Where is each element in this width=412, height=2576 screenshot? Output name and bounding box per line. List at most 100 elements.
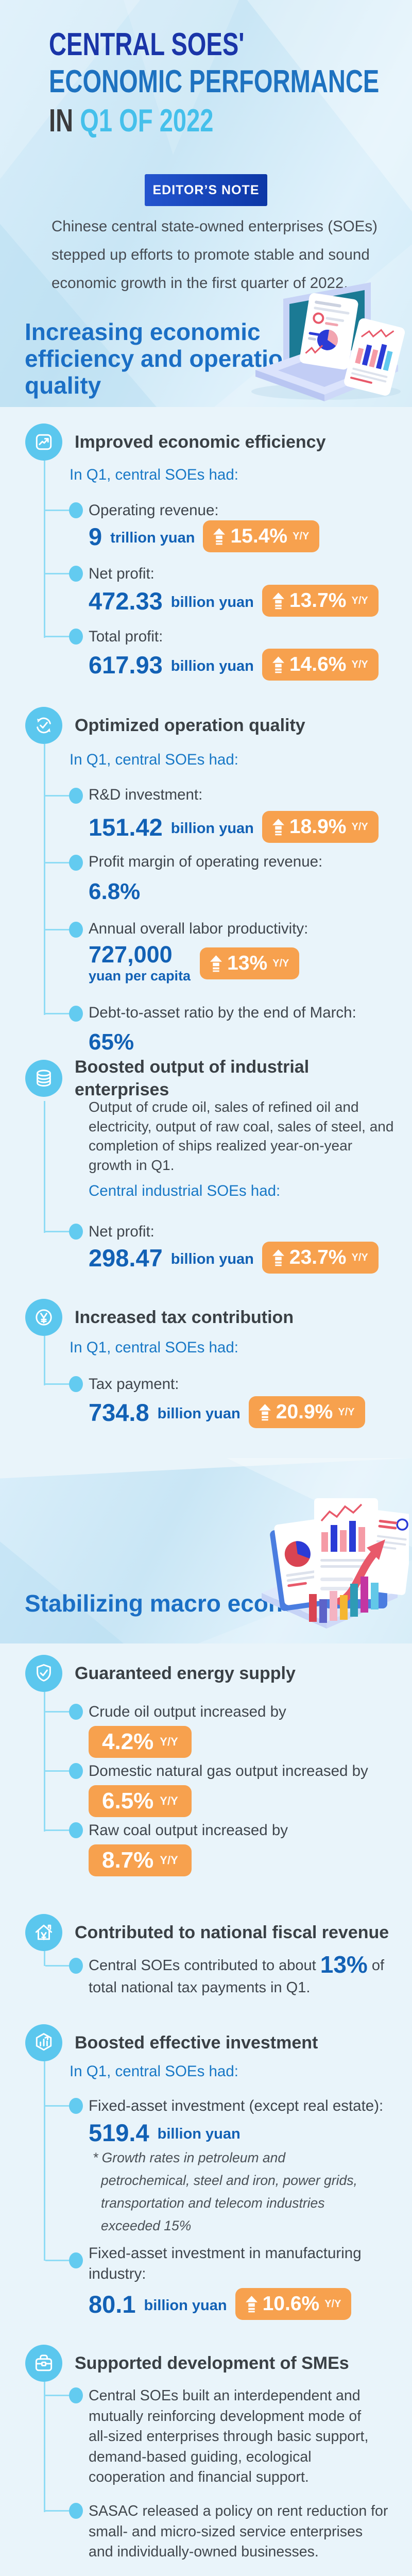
fiscal-revenue-text: Central SOEs contributed to about 13% of… bbox=[89, 1953, 392, 1999]
section-energy-supply-header: Guaranteed energy supply bbox=[25, 1655, 296, 1692]
growth-period: Y/Y bbox=[293, 530, 310, 542]
text-prefix: Central SOEs contributed to about bbox=[89, 1957, 320, 1974]
growth-badge: 18.9% Y/Y bbox=[262, 811, 379, 843]
bullet-dot bbox=[69, 1006, 83, 1022]
item-label: Fixed-asset investment in manufacturing … bbox=[89, 2245, 362, 2282]
item-unit: billion yuan bbox=[170, 594, 254, 611]
bullet-dot bbox=[69, 629, 83, 645]
sme-support-text: SASAC released a policy on rent reductio… bbox=[89, 2503, 388, 2560]
trend-chart-icon bbox=[25, 423, 62, 461]
growth-period: Y/Y bbox=[351, 595, 368, 606]
growth-period: Y/Y bbox=[338, 1406, 355, 1418]
connector-stub bbox=[45, 2105, 69, 2107]
item-label: Net profit: bbox=[89, 1223, 154, 1240]
connector-stub bbox=[45, 2260, 69, 2261]
section-title: Increased tax contribution bbox=[75, 1308, 294, 1327]
up-arrow-icon bbox=[272, 656, 284, 673]
item-unit: trillion yuan bbox=[110, 530, 195, 546]
text-highlight: 13% bbox=[320, 1951, 368, 1978]
growth-percent: 6.5% bbox=[102, 1788, 154, 1814]
growth-percent: 20.9% bbox=[276, 1401, 333, 1423]
editors-note-badge: EDITOR’S NOTE bbox=[145, 174, 267, 206]
growth-badge: 8.7% Y/Y bbox=[89, 1844, 192, 1876]
connector-stub bbox=[45, 573, 69, 574]
section-effective-investment-header: Boosted effective investment bbox=[25, 2024, 318, 2061]
up-arrow-icon bbox=[259, 1403, 271, 1420]
macro-economy-illustration bbox=[262, 1498, 409, 1629]
up-arrow-icon bbox=[245, 2295, 258, 2312]
item-value-row: 734.8 billion yuan 20.9% Y/Y bbox=[89, 1396, 365, 1428]
item-value: 734.8 bbox=[89, 1398, 149, 1426]
bullet-dot bbox=[69, 788, 83, 804]
connector-stub bbox=[45, 1383, 69, 1385]
item-value: 9 bbox=[89, 522, 102, 550]
item-value-row: 9 trillion yuan 15.4% Y/Y bbox=[89, 520, 320, 552]
item-label: Operating revenue: bbox=[89, 502, 219, 519]
sync-check-icon bbox=[25, 707, 62, 744]
item-value-row: 80.1 billion yuan 10.6% Y/Y bbox=[89, 2288, 352, 2320]
section-intro: In Q1, central SOEs had: bbox=[70, 466, 238, 483]
item-unit: yuan per capita bbox=[89, 968, 191, 984]
item-value: 519.4 bbox=[89, 2119, 149, 2146]
item-value: 151.42 bbox=[89, 813, 163, 841]
item-label: Net profit: bbox=[89, 565, 154, 582]
item-value-block: 727,000 yuan per capita bbox=[89, 943, 191, 984]
section-sme-support-header: Supported development of SMEs bbox=[25, 2345, 349, 2382]
item-unit: billion yuan bbox=[157, 1405, 241, 1422]
growth-percent: 23.7% bbox=[289, 1246, 347, 1268]
item-value: 65% bbox=[89, 1029, 134, 1055]
section-title: Contributed to national fiscal revenue bbox=[75, 1923, 389, 1942]
main-title-line2: ECONOMIC PERFORMANCE bbox=[49, 64, 380, 99]
section-industrial-output-header: Boosted output of industrial enterprises bbox=[25, 1056, 309, 1101]
item-label: Profit margin of operating revenue: bbox=[89, 853, 323, 870]
shield-check-icon bbox=[25, 1655, 62, 1692]
growth-badge: 6.5% Y/Y bbox=[89, 1785, 192, 1817]
growth-badge: 4.2% Y/Y bbox=[89, 1726, 192, 1758]
connector-stub bbox=[45, 929, 69, 930]
section-title: Supported development of SMEs bbox=[75, 2353, 349, 2373]
section-intro: Central industrial SOEs had: bbox=[89, 1182, 281, 1199]
connector-stub bbox=[45, 510, 69, 511]
connector-stub bbox=[45, 795, 69, 796]
bullet-dot bbox=[69, 2503, 83, 2519]
item-label: R&D investment: bbox=[89, 786, 203, 803]
connector-line bbox=[44, 1101, 45, 1233]
growth-period: Y/Y bbox=[351, 821, 368, 833]
connector-stub bbox=[45, 2510, 69, 2512]
connector-line bbox=[44, 1692, 45, 1832]
item-value: 472.33 bbox=[89, 587, 163, 615]
up-arrow-icon bbox=[272, 1249, 284, 1266]
part1-heading: Increasing economic efficiency and opera… bbox=[25, 318, 298, 399]
item-value: 617.93 bbox=[89, 651, 163, 679]
connector-line bbox=[44, 461, 45, 638]
item-value-row: 472.33 billion yuan 13.7% Y/Y bbox=[89, 585, 379, 617]
item-unit: billion yuan bbox=[170, 820, 254, 837]
section-title: Boosted output of industrial enterprises bbox=[75, 1057, 310, 1099]
growth-percent: 18.9% bbox=[289, 816, 347, 838]
growth-badge: 23.7% Y/Y bbox=[262, 1242, 379, 1274]
item-value-row: 617.93 billion yuan 14.6% Y/Y bbox=[89, 649, 379, 681]
text-suffix: of total national tax payments in Q1. bbox=[89, 1957, 385, 1996]
growth-percent: 14.6% bbox=[289, 653, 347, 675]
section-title: Improved economic efficiency bbox=[75, 432, 326, 452]
section-paragraph: Output of crude oil, sales of refined oi… bbox=[89, 1099, 394, 1173]
growth-percent: 13% bbox=[227, 952, 268, 974]
bullet-dot bbox=[69, 566, 83, 582]
connector-stub bbox=[45, 1231, 69, 1232]
connector-line bbox=[44, 1951, 45, 1966]
yen-circle-icon bbox=[25, 1299, 62, 1336]
connector-stub bbox=[45, 862, 69, 863]
growth-badge: 15.4% Y/Y bbox=[203, 520, 320, 552]
database-icon bbox=[25, 1060, 62, 1097]
bullet-dot bbox=[69, 922, 83, 938]
up-arrow-icon bbox=[210, 955, 222, 972]
item-label: Raw coal output increased by bbox=[89, 1822, 288, 1839]
growth-badge: 13.7% Y/Y bbox=[262, 585, 379, 617]
section-intro: In Q1, central SOEs had: bbox=[70, 751, 238, 768]
connector-stub bbox=[45, 1711, 69, 1713]
item-label: Debt-to-asset ratio by the end of March: bbox=[89, 1004, 356, 1021]
section-tax-contribution-header: Increased tax contribution bbox=[25, 1299, 294, 1336]
bullet-dot bbox=[69, 1704, 83, 1720]
connector-line bbox=[44, 2382, 45, 2512]
